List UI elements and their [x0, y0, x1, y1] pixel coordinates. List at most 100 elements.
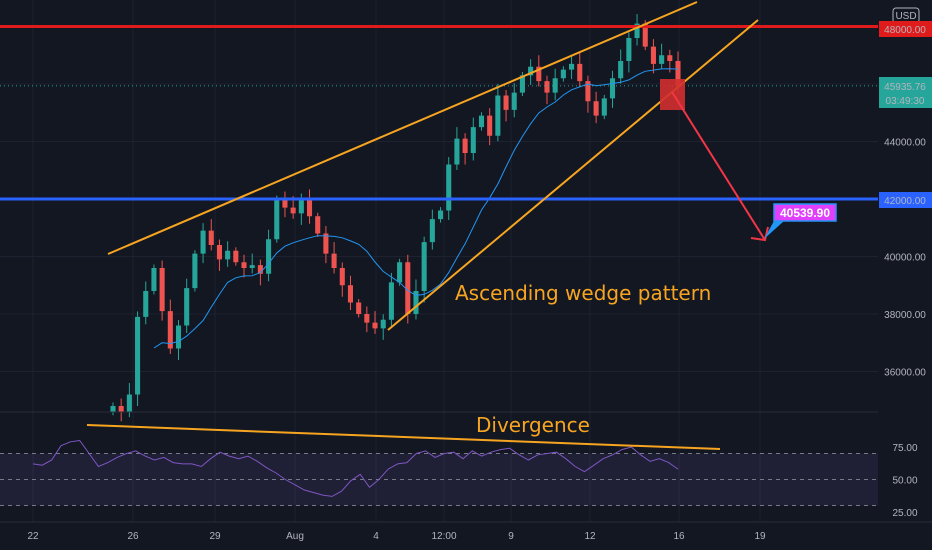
candle-body-60 [601, 98, 607, 116]
rsi-pane [0, 411, 878, 506]
y-tick-label: 38000.00 [884, 310, 926, 321]
target-price-badge: 40539.90 [764, 203, 837, 239]
candle-body-35 [397, 262, 403, 283]
candle-body-31 [364, 314, 370, 323]
candle-body-42 [454, 138, 460, 165]
candle-body-2 [126, 394, 132, 412]
candle-body-44 [470, 127, 476, 153]
candle-body-4 [143, 291, 149, 317]
candle-body-17 [249, 265, 255, 268]
candle-body-20 [274, 199, 280, 240]
candle-body-66 [650, 46, 656, 64]
x-tick-label: 16 [673, 531, 685, 542]
moving-average [153, 68, 679, 349]
candle-body-12 [208, 230, 214, 245]
candle-body-9 [184, 288, 190, 326]
wedge-annotation: Ascending wedge pattern [455, 281, 711, 305]
candle-body-47 [495, 95, 501, 136]
candle-body-58 [585, 81, 591, 102]
current-price: 45935.76 [884, 82, 926, 93]
target-price: 40539.90 [780, 206, 830, 220]
candle-body-5 [151, 268, 157, 291]
x-tick-label: 19 [754, 531, 766, 542]
divergence-line [86, 424, 721, 450]
candle-body-50 [519, 75, 525, 93]
candle-body-62 [618, 61, 624, 79]
candle-body-55 [560, 69, 566, 79]
candle-body-14 [225, 250, 231, 260]
candle-body-6 [159, 268, 165, 312]
candle-body-28 [339, 268, 345, 286]
candle-body-59 [593, 101, 599, 116]
support-price-badge: 42000.00 [879, 192, 932, 208]
candle-body-21 [282, 199, 288, 208]
candle-body-51 [528, 66, 534, 76]
candle-body-29 [347, 285, 354, 303]
candle-body-49 [511, 92, 517, 110]
candle-body-69 [675, 61, 681, 86]
x-tick-label: Aug [286, 531, 304, 542]
ma-line [153, 68, 679, 349]
y-tick-label: 36000.00 [884, 368, 926, 379]
candle-body-65 [642, 23, 648, 47]
candle-body-56 [569, 63, 575, 70]
svg-text:48000.00: 48000.00 [884, 25, 926, 36]
candle-body-46 [487, 115, 493, 136]
rsi-line [32, 439, 679, 497]
candle-body-0 [110, 406, 116, 412]
resistance-price-badge: 48000.00 [879, 21, 932, 37]
rsi-tick-label: 50.00 [892, 476, 917, 487]
svg-text:42000.00: 42000.00 [884, 196, 926, 207]
divergence-annotation: Divergence [476, 413, 590, 437]
candle-body-43 [462, 138, 468, 153]
candle-body-22 [290, 207, 296, 214]
candle-body-19 [266, 239, 272, 274]
axes: 22 26 29 Aug 4 12:00 9 12 16 19 36000.00 38000.00 40… [0, 138, 932, 542]
candle-body-39 [429, 219, 435, 243]
y-tick-label: 44000.00 [884, 138, 926, 149]
candle-body-54 [552, 78, 558, 93]
candle-body-48 [503, 95, 509, 110]
candle-body-38 [421, 242, 427, 291]
x-tick-label: 29 [209, 531, 221, 542]
candle-body-57 [577, 63, 583, 82]
x-tick-label: 12 [584, 531, 596, 542]
candle-body-68 [667, 55, 673, 61]
candle-body-52 [536, 66, 542, 82]
candle-body-36 [405, 262, 411, 314]
x-tick-label: 4 [373, 531, 379, 542]
wedge-lower-line [387, 19, 759, 331]
x-tick-label: 12:00 [431, 531, 456, 542]
candle-body-30 [356, 302, 362, 314]
candle-body-11 [200, 230, 206, 254]
rsi-tick-label: 25.00 [892, 508, 917, 519]
candle-body-26 [323, 233, 329, 254]
candle-body-45 [478, 115, 485, 128]
horizontal-levels [0, 25, 878, 201]
candle-body-63 [626, 38, 632, 61]
candle-body-18 [257, 265, 263, 274]
x-tick-label: 26 [127, 531, 139, 542]
candle-body-53 [544, 81, 550, 93]
candle-body-10 [192, 253, 198, 289]
candle-body-32 [372, 322, 378, 329]
candle-body-67 [659, 55, 665, 64]
candle-body-40 [437, 210, 444, 220]
candles [110, 14, 681, 422]
wedge-drawings [107, 1, 769, 331]
wedge-upper-line [107, 1, 698, 255]
currency-badge[interactable]: USD [892, 7, 920, 24]
candle-body-37 [413, 291, 419, 314]
candle-body-24 [306, 199, 313, 217]
current-price-badge: 45935.76 03:49:30 [879, 77, 932, 108]
candle-body-34 [388, 282, 394, 320]
candle-body-16 [241, 262, 247, 268]
candle-body-23 [298, 199, 304, 214]
candle-body-8 [175, 325, 182, 349]
candle-body-1 [118, 406, 124, 412]
candle-body-64 [634, 23, 640, 38]
candle-body-25 [315, 216, 321, 234]
currency-label: USD [895, 11, 916, 22]
